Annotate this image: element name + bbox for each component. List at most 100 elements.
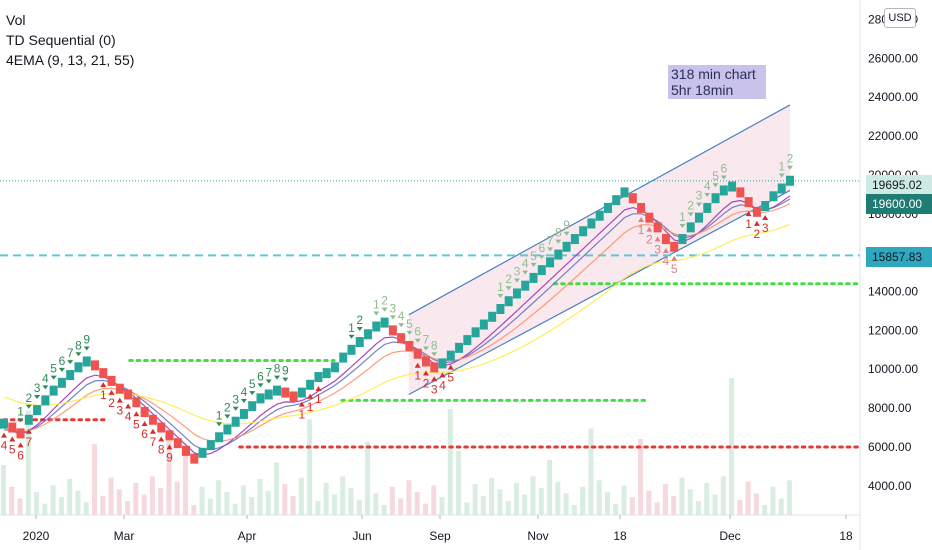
td-down-count: 5 [9,443,16,457]
volume-bar [67,479,73,515]
up-brick [537,265,546,276]
up-brick [529,272,538,283]
up-brick [297,387,306,398]
td-up-marker [431,352,438,357]
td-up-count: 4 [704,179,711,193]
volume-bar [621,485,627,515]
td-up-marker [34,395,41,400]
volume-bar [125,501,131,515]
volume-bar [282,484,288,515]
td-up-count: 7 [67,346,74,360]
time-tick-label: 18 [613,529,627,543]
volume-bar [580,486,586,515]
td-down-count: 1 [414,369,421,383]
time-tick-label: Dec [719,529,740,543]
down-brick [661,234,670,245]
td-up-count: 1 [216,408,223,422]
volume-bar [662,484,668,515]
td-down-marker [133,411,140,417]
chart-note[interactable]: 318 min chart 5hr 18min [668,65,766,99]
up-brick [546,257,555,268]
down-brick [752,206,761,217]
down-brick [91,360,100,371]
volume-bar [547,459,553,515]
volume-bar [406,480,412,515]
td-up-marker [356,327,363,332]
volume-bar [141,494,147,515]
volume-bar [340,476,346,515]
up-brick [314,372,323,383]
td-up-marker [50,375,57,380]
up-brick [579,226,588,237]
up-brick [372,321,381,332]
td-up-marker [522,270,529,275]
up-brick [215,432,224,443]
td-down-marker [431,376,438,382]
volume-bar [108,477,114,515]
up-brick [711,193,720,204]
td-up-marker [381,307,388,312]
td-down-count: 1 [745,217,752,231]
price-tick-label: 6000.00 [868,440,912,454]
td-up-count: 5 [249,377,256,391]
volume-bar [42,503,48,515]
legend-4ema[interactable]: 4EMA (9, 13, 21, 55) [6,52,135,68]
up-brick [239,408,248,419]
volume-bar [638,439,644,515]
td-up-marker [406,330,413,335]
td-up-marker [497,294,504,298]
volume-bar [513,482,519,515]
time-tick-label: Mar [114,529,135,543]
up-brick [761,201,770,211]
td-up-count: 5 [530,249,537,263]
volume-bar [431,485,437,515]
volume-bar [100,495,106,515]
down-brick [421,356,430,367]
td-down-count: 1 [299,408,306,422]
time-axis: 2020 Mar Apr Jun Sep Nov 18 Dec 18 [23,515,853,543]
legend-vol[interactable]: Vol [6,12,26,28]
td-down-count: 6 [17,448,24,462]
up-brick [82,356,91,367]
down-brick [132,397,141,408]
volume-bar [472,484,478,515]
up-brick [728,181,737,192]
td-down-count: 2 [754,227,761,241]
td-up-count: 3 [390,301,397,315]
down-brick [16,428,25,439]
td-down-count: 2 [108,396,115,410]
volume-bar [323,482,329,515]
down-brick [173,438,182,449]
up-brick [463,335,472,346]
up-brick [769,191,778,202]
up-brick [223,424,232,435]
legend-td-sequential[interactable]: TD Sequential (0) [6,32,116,48]
up-brick [41,395,50,406]
volume-bar [149,476,155,515]
td-up-count: 1 [373,297,380,311]
td-down-count: 3 [116,404,123,418]
volume-bar [290,495,296,515]
td-up-marker [232,406,239,411]
td-down-count: 3 [654,242,661,256]
down-brick [182,445,191,456]
td-up-count: 6 [59,354,66,368]
td-up-count: 2 [505,272,512,286]
td-up-marker [75,352,82,357]
volume-bar [365,441,371,515]
td-down-marker [307,393,314,399]
up-brick [620,187,629,198]
time-tick-label: 2020 [23,529,50,543]
td-up-marker [704,192,711,197]
price-tick-label: 12000.00 [868,323,918,337]
price-tick-label: 22000.00 [868,129,918,143]
volume-bar [613,503,619,515]
td-up-marker [348,334,355,339]
volume-bar [596,480,602,515]
td-down-marker [762,215,769,220]
td-down-count: 7 [25,435,32,449]
currency-button[interactable]: USD [884,8,916,28]
up-brick [678,234,687,245]
volume-bar [464,502,470,515]
